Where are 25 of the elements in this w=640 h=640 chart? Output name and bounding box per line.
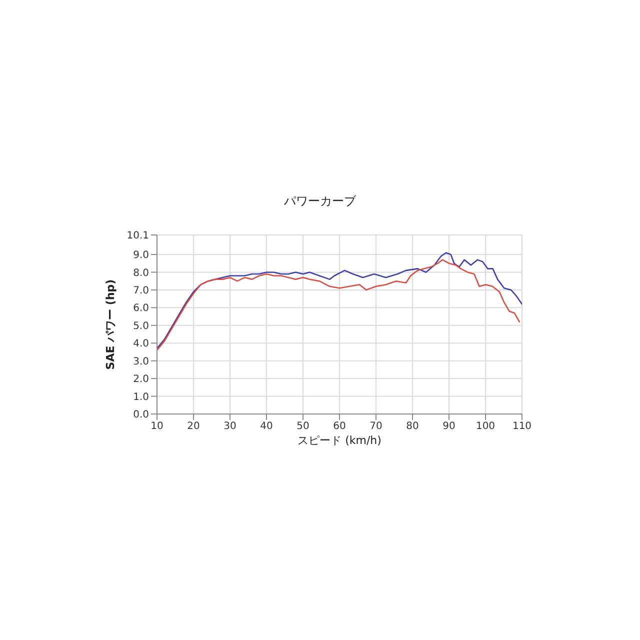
x-tick-label: 30 — [224, 421, 236, 432]
y-tick-label: 1.0 — [133, 392, 149, 403]
x-tick-label: 20 — [187, 421, 200, 432]
x-tick-label: 40 — [260, 421, 273, 432]
y-tick-label: 6.0 — [133, 303, 149, 314]
x-tick-label: 60 — [333, 421, 346, 432]
x-tick-label: 100 — [476, 421, 496, 432]
y-tick-label: 8.0 — [133, 268, 149, 279]
x-tick-label: 10 — [150, 421, 164, 432]
y-tick-label: 5.0 — [133, 320, 149, 332]
x-tick-label: 90 — [442, 421, 456, 432]
y-axis-title: SAE パワー (hp) — [104, 279, 118, 370]
chart-title: パワーカーブ — [283, 193, 357, 210]
x-tick-label: 110 — [512, 421, 532, 432]
y-tick-label: 2.0 — [133, 374, 149, 386]
y-tick-label: 7.0 — [133, 285, 149, 296]
y-tick-label: 4.0 — [133, 338, 149, 350]
y-tick-label: 9.0 — [133, 250, 149, 262]
x-tick-label: 50 — [296, 421, 310, 432]
y-tick-label: 0.0 — [133, 410, 149, 421]
x-axis-title: スピード (km/h) — [298, 434, 382, 447]
y-tick-label: 10.1 — [126, 230, 149, 242]
x-tick-label: 80 — [406, 421, 419, 432]
x-tick-label: 70 — [370, 421, 382, 432]
y-tick-label: 3.0 — [133, 356, 149, 368]
